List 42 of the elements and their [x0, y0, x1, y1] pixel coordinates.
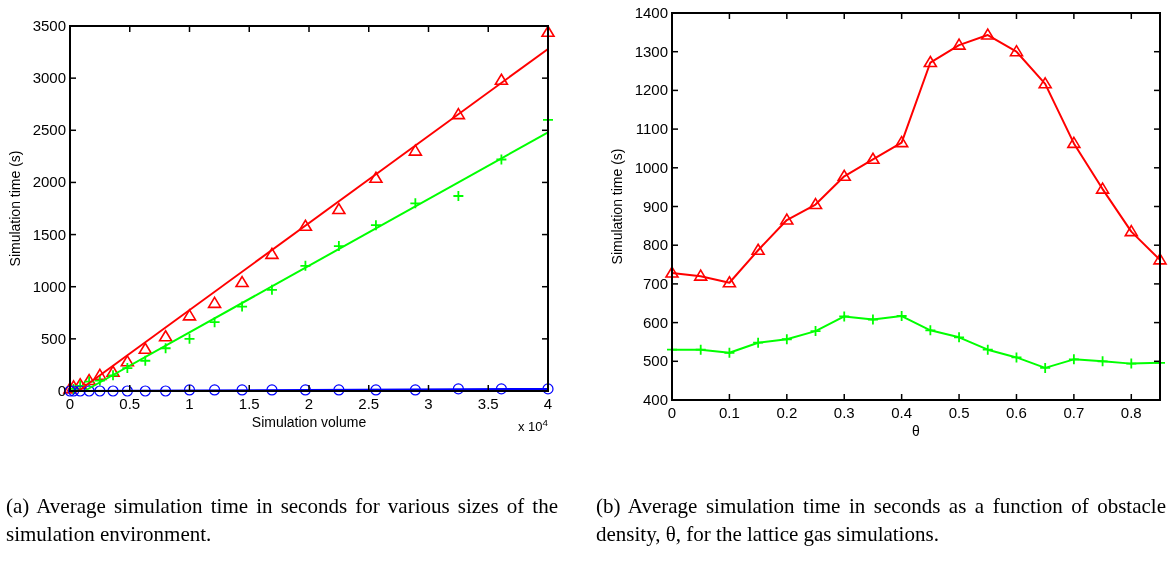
x-tick-label: 0.4 — [891, 404, 913, 421]
x-tick-label: 1.5 — [238, 395, 260, 412]
y-axis-title: Simulation time (s) — [7, 150, 23, 267]
x-tick-label: 2 — [304, 395, 314, 412]
y-tick-label: 1300 — [634, 42, 668, 60]
x-tick-label: 0.6 — [1006, 404, 1027, 421]
x-tick-label: 1 — [185, 395, 194, 412]
y-tick-label: 2000 — [32, 173, 66, 191]
x-tick-label: 4 — [543, 395, 553, 412]
y-tick-label: 500 — [642, 352, 668, 370]
text: x 10$^{4}$ — [517, 416, 549, 434]
x-tick-label: 0.5 — [948, 404, 970, 421]
text: (b) Average simulation time in seconds as a function of obstacle density, θ, for the lattice gas simulations. — [596, 493, 1166, 548]
x-tick-label: 2.5 — [358, 395, 380, 412]
y-tick-label: 1500 — [32, 225, 66, 243]
x-tick-label: 3.5 — [477, 395, 499, 412]
y-tick-label: 700 — [642, 274, 668, 292]
y-tick-label: 1200 — [634, 81, 668, 99]
y-tick-label: 1000 — [634, 158, 668, 176]
x-tick-label: 0.3 — [833, 404, 855, 421]
x-axis-title: Simulation volume — [251, 414, 367, 430]
y-tick-label: 500 — [40, 329, 66, 347]
y-tick-label: 2500 — [32, 121, 66, 139]
y-tick-label: 1100 — [635, 120, 668, 138]
y-tick-label: 800 — [642, 236, 668, 254]
y-tick-label: 1400 — [634, 4, 668, 21]
text: (a) Average simulation time in seconds for various sizes of the simulation environment. — [6, 493, 558, 548]
x-tick-label: 3 — [424, 395, 433, 412]
y-tick-label: 900 — [642, 197, 668, 215]
y-tick-label: 3500 — [32, 17, 66, 34]
y-tick-label: 1000 — [32, 277, 66, 295]
x-tick-label: 0.1 — [718, 404, 740, 421]
y-tick-label: 0 — [57, 382, 66, 399]
x-tick-label: 0.2 — [776, 404, 798, 421]
x-axis-title: θ — [912, 423, 921, 439]
x-tick-label: 0.7 — [1063, 404, 1085, 421]
x-tick-label: 0.8 — [1120, 404, 1142, 421]
y-axis-title: Simulation time (s) — [609, 148, 625, 265]
y-tick-label: 600 — [642, 313, 668, 331]
x-tick-label: 0.5 — [119, 395, 141, 412]
y-tick-label: 3000 — [32, 69, 66, 87]
y-tick-label: 400 — [642, 391, 668, 408]
